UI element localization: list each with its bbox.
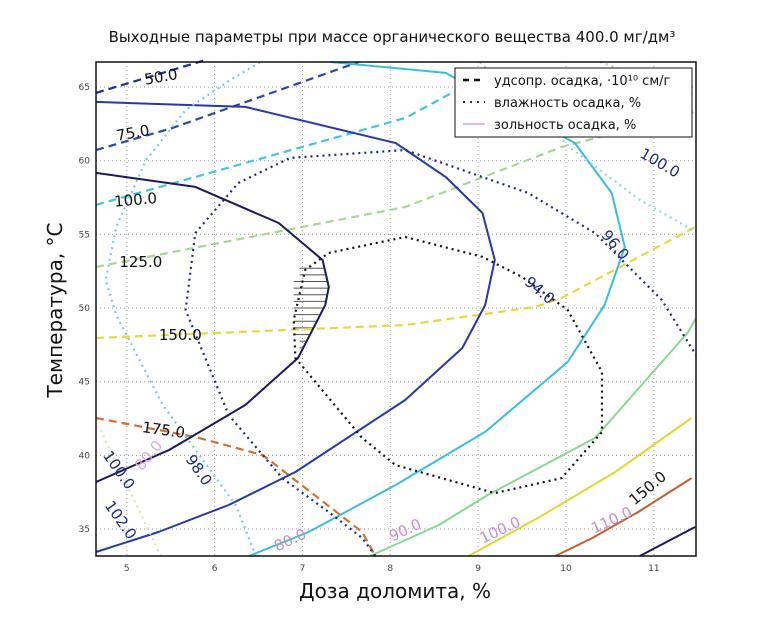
contour-line-ash xyxy=(95,171,330,483)
contour-label: 125.0 xyxy=(119,253,162,271)
x-tick-label: 5 xyxy=(124,564,130,574)
y-tick-label: 60 xyxy=(79,157,91,167)
contour-label: 94.0 xyxy=(521,273,558,308)
contour-line-ash xyxy=(369,317,697,557)
contour-line-moisture xyxy=(104,61,261,557)
contour-line-resistance xyxy=(95,416,377,557)
x-tick-label: 8 xyxy=(387,564,393,574)
axis-ticks: 5 6 7 8 9 10 11 35 40 45 50 55 60 65 xyxy=(79,83,660,574)
plot-frame xyxy=(95,61,697,557)
contour-label: 96.0 xyxy=(598,226,633,263)
y-tick-label: 65 xyxy=(79,83,90,93)
contour-line-ash xyxy=(468,417,693,557)
x-tick-label: 11 xyxy=(648,564,659,574)
contour-label: 100.0 xyxy=(477,513,524,547)
contour-line-resistance xyxy=(95,60,360,152)
contour-label: 75.0 xyxy=(115,121,151,145)
contour-label: 102.0 xyxy=(101,497,140,543)
y-tick-label: 50 xyxy=(79,304,91,314)
legend: удсопр. осадка, ·10¹⁰ см/г влажность оса… xyxy=(454,67,693,138)
contour-label: 100.0 xyxy=(637,144,683,181)
y-tick-label: 55 xyxy=(79,230,90,240)
chart-title: Выходные параметры при массе органическо… xyxy=(109,28,676,46)
x-tick-label: 7 xyxy=(300,564,306,574)
contour-label: 98.0 xyxy=(182,451,216,489)
contour-line-ash xyxy=(639,526,696,557)
contour-label: 175.0 xyxy=(141,418,186,442)
contour-label: 50.0 xyxy=(143,65,179,89)
contour-line-moisture xyxy=(479,61,697,233)
legend-box xyxy=(454,67,693,138)
x-axis-label: Доза доломита, % xyxy=(299,579,491,603)
contour-label: 110.0 xyxy=(588,503,635,537)
legend-label: удсопр. осадка, ·10¹⁰ см/г xyxy=(494,74,671,89)
contour-line-moisture xyxy=(184,148,697,557)
x-tick-label: 6 xyxy=(212,564,218,574)
grid xyxy=(96,62,696,556)
contour-line-resistance xyxy=(95,58,207,94)
x-tick-label: 9 xyxy=(475,564,481,574)
contour-line-moisture xyxy=(292,235,604,495)
x-tick-label: 10 xyxy=(560,564,572,574)
contour-line-ash xyxy=(554,477,693,557)
y-tick-label: 35 xyxy=(79,525,90,535)
contour-label: 100.0 xyxy=(99,447,138,493)
y-tick-label: 40 xyxy=(79,451,91,461)
hatched-region xyxy=(293,267,328,349)
contour-label: 100.0 xyxy=(113,189,157,211)
y-axis-label: Температура, °C xyxy=(43,222,67,398)
legend-label: зольность осадка, % xyxy=(494,118,636,133)
contour-label: 150.0 xyxy=(159,326,202,344)
y-tick-label: 45 xyxy=(79,378,90,388)
contour-label: 80.0 xyxy=(131,437,166,474)
contour-label: 150.0 xyxy=(625,467,669,508)
legend-label: влажность осадка, % xyxy=(494,96,641,111)
contour-line-resistance xyxy=(95,80,476,206)
contour-line-ash xyxy=(95,100,496,553)
